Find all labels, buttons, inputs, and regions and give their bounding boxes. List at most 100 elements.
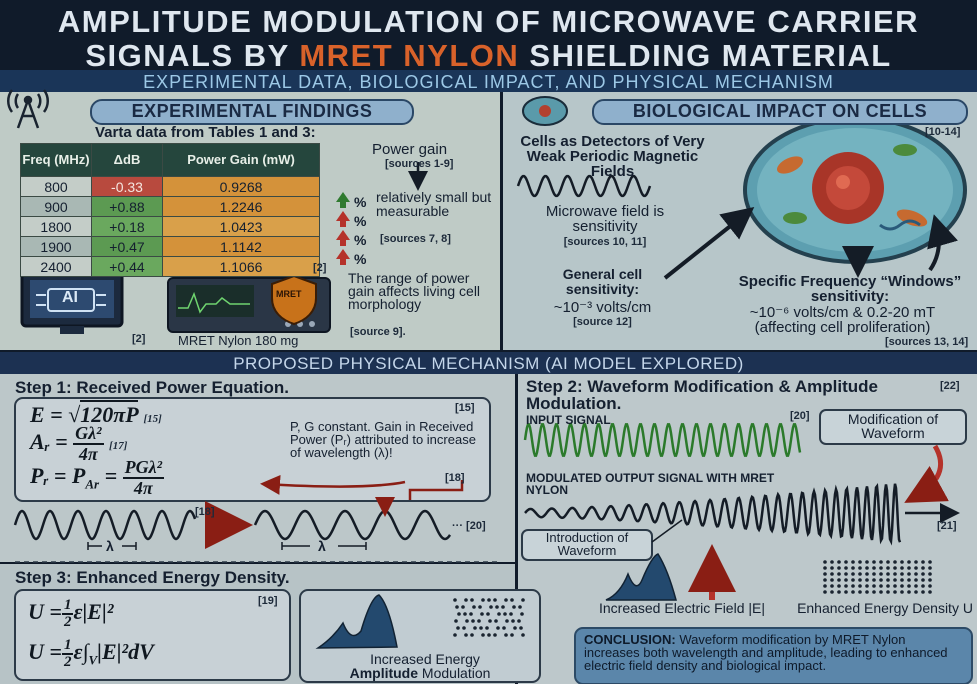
dot bbox=[837, 584, 841, 588]
dot bbox=[879, 572, 883, 576]
dot bbox=[844, 584, 848, 588]
dot bbox=[472, 605, 476, 609]
dot bbox=[907, 578, 911, 582]
dot bbox=[503, 612, 507, 616]
dot bbox=[495, 605, 499, 609]
subtitle: EXPERIMENTAL DATA, BIOLOGICAL IMPACT, AN… bbox=[0, 72, 977, 93]
dot bbox=[455, 605, 459, 609]
label: INPUT SIGNAL bbox=[526, 413, 611, 427]
numerator: Gλ² bbox=[73, 424, 103, 445]
dot bbox=[886, 590, 890, 594]
dot bbox=[851, 560, 855, 564]
cell: 1900 bbox=[21, 237, 92, 257]
dot bbox=[865, 572, 869, 576]
note: Power gain bbox=[372, 141, 447, 158]
dot bbox=[893, 578, 897, 582]
dot bbox=[823, 572, 827, 576]
dot bbox=[886, 560, 890, 564]
eq-part: Pᵣ = P bbox=[30, 463, 85, 488]
dot bbox=[921, 590, 925, 594]
dot bbox=[914, 560, 918, 564]
dot bbox=[453, 633, 457, 637]
dot bbox=[502, 626, 506, 630]
dot bbox=[851, 572, 855, 576]
dot bbox=[520, 612, 524, 616]
dot bbox=[469, 612, 473, 616]
dot bbox=[865, 560, 869, 564]
dot bbox=[900, 584, 904, 588]
dot bbox=[457, 612, 461, 616]
denominator: 2 bbox=[62, 655, 74, 670]
text: (affecting cell proliferation) bbox=[710, 319, 975, 336]
dot bbox=[486, 612, 490, 616]
dot bbox=[453, 598, 457, 602]
caption: Enhanced Energy Density U bbox=[795, 601, 975, 615]
cell: 800 bbox=[21, 177, 92, 197]
equation: U =12ε|E|² bbox=[28, 598, 113, 630]
dot bbox=[900, 572, 904, 576]
infographic: AMPLITUDE MODULATION OF MICROWAVE CARRIE… bbox=[0, 0, 977, 684]
ref: [21] bbox=[937, 520, 957, 532]
dot bbox=[844, 566, 848, 570]
dot bbox=[496, 626, 500, 630]
cell-illustration bbox=[745, 118, 965, 262]
input-wave bbox=[525, 424, 800, 455]
dot bbox=[893, 566, 897, 570]
device-caption: MRET Nylon 180 mg bbox=[178, 333, 298, 348]
dot bbox=[518, 605, 522, 609]
header-cell: Power Gain (mW) bbox=[163, 144, 320, 177]
dot bbox=[470, 598, 474, 602]
dot bbox=[928, 560, 932, 564]
arrow bbox=[913, 446, 941, 498]
dot bbox=[928, 566, 932, 570]
dot bbox=[830, 584, 834, 588]
section-title: PROPOSED PHYSICAL MECHANISM (AI MODEL EX… bbox=[0, 354, 977, 374]
dot bbox=[470, 633, 474, 637]
dot bbox=[893, 590, 897, 594]
dot bbox=[865, 590, 869, 594]
dot bbox=[510, 633, 514, 637]
title: AMPLITUDE MODULATION OF MICROWAVE CARRIE… bbox=[0, 4, 977, 40]
lambda: λ bbox=[106, 538, 114, 554]
source: [sources 7, 8] bbox=[380, 233, 451, 245]
step-title: Step 2: Waveform Modification & Amplitud… bbox=[526, 378, 906, 412]
cell-icon bbox=[523, 97, 567, 125]
eq-part: U = bbox=[28, 599, 62, 624]
cell: +0.47 bbox=[92, 237, 163, 257]
dot bbox=[510, 598, 514, 602]
cell: +0.18 bbox=[92, 217, 163, 237]
ref: [2] bbox=[132, 333, 145, 345]
equation: U =12ε∫V|E|²dV bbox=[28, 638, 154, 670]
dot bbox=[872, 572, 876, 576]
dot bbox=[921, 560, 925, 564]
dot bbox=[865, 566, 869, 570]
dot bbox=[837, 590, 841, 594]
section-title: BIOLOGICAL IMPACT ON CELLS bbox=[592, 99, 968, 125]
eq-sub: Ar bbox=[85, 476, 99, 491]
dot bbox=[823, 578, 827, 582]
cell: 900 bbox=[21, 197, 92, 217]
ref: [15] bbox=[455, 402, 475, 414]
ref: ··· [20] bbox=[452, 520, 486, 532]
dot bbox=[900, 578, 904, 582]
dot bbox=[886, 584, 890, 588]
dot bbox=[886, 566, 890, 570]
mark: % bbox=[354, 250, 366, 269]
dots bbox=[823, 560, 932, 594]
cell: 2400 bbox=[21, 257, 92, 277]
ref: [22] bbox=[940, 380, 960, 392]
dot bbox=[521, 633, 525, 637]
row: 900+0.881.2246 bbox=[21, 197, 320, 217]
dot bbox=[928, 578, 932, 582]
mark: % bbox=[354, 212, 366, 231]
cell: 1.2246 bbox=[163, 197, 320, 217]
dot bbox=[837, 572, 841, 576]
dot bbox=[479, 626, 483, 630]
dot bbox=[465, 619, 469, 623]
note: relatively small but measurable bbox=[376, 190, 496, 218]
mark: % bbox=[354, 193, 366, 212]
ref: [15] bbox=[143, 413, 161, 425]
device bbox=[168, 276, 330, 332]
dot bbox=[907, 584, 911, 588]
